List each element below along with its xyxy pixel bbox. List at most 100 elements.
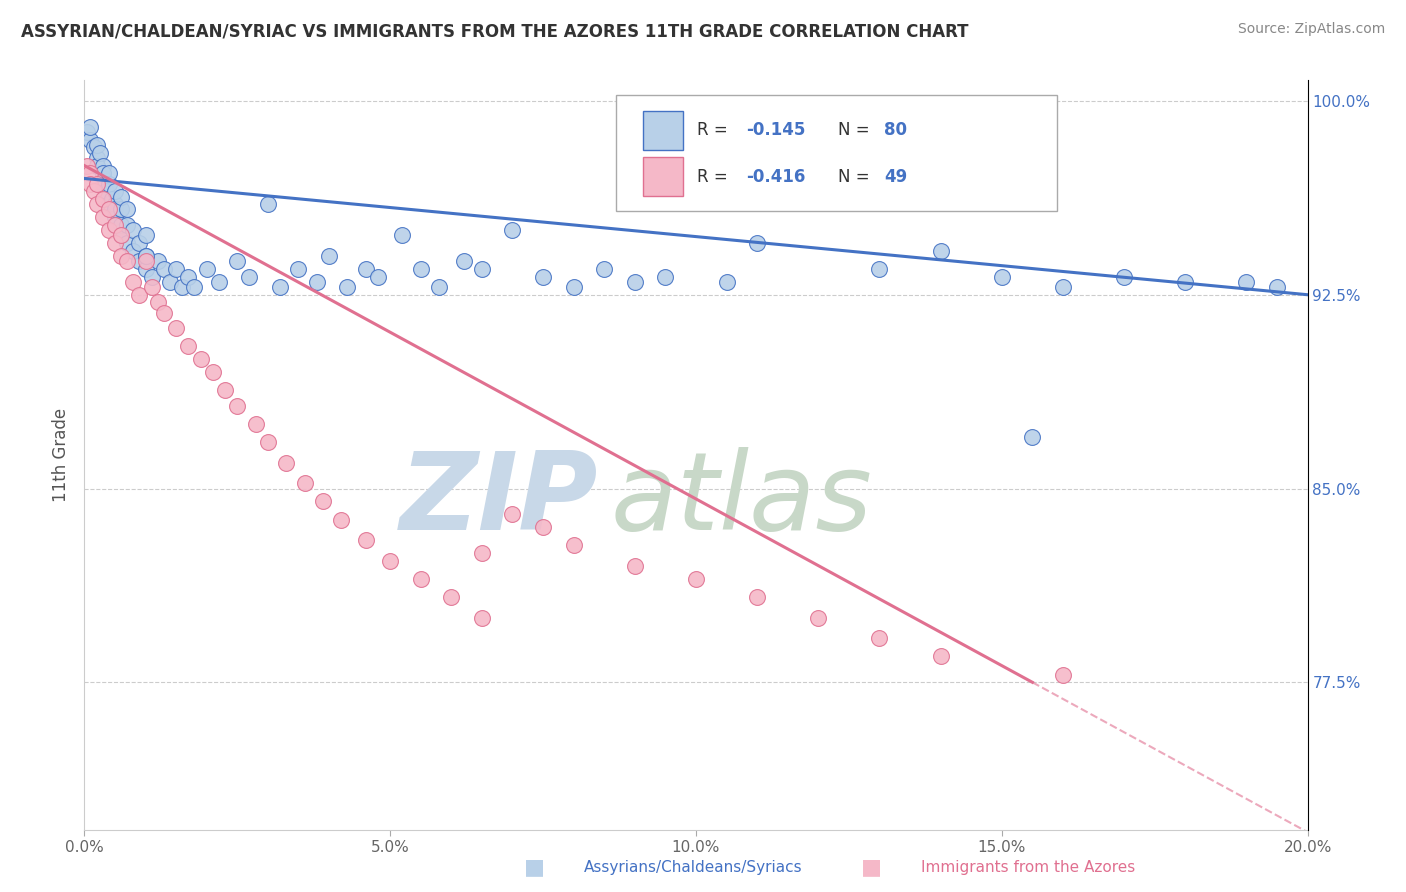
Point (294, 476, 316, 491)
Point (238, 269, 260, 284)
Point (380, 554, 402, 568)
Text: R =: R = (697, 168, 733, 186)
Point (135, 249, 157, 263)
Point (104, 185, 127, 199)
Point (409, 572, 432, 586)
Point (91, 211, 114, 225)
Point (86, 197, 108, 211)
Point (104, 218, 127, 232)
Point (104, 202, 127, 217)
Point (104, 197, 127, 211)
Point (367, 269, 389, 284)
Point (115, 218, 138, 232)
Point (177, 269, 200, 284)
Point (257, 197, 280, 211)
Point (354, 261, 377, 276)
Point (427, 280, 450, 294)
Point (502, 508, 524, 522)
Point (869, 632, 891, 646)
Point (110, 202, 132, 217)
Point (807, 610, 830, 624)
Point (153, 306, 176, 320)
Point (807, 192, 830, 206)
Point (83, 185, 105, 199)
Point (869, 261, 891, 276)
Point (128, 287, 150, 301)
Point (257, 435, 280, 450)
Point (593, 261, 616, 276)
Point (531, 269, 554, 284)
Point (624, 275, 647, 289)
Point (354, 533, 377, 548)
Point (128, 254, 150, 268)
Point (183, 280, 205, 294)
Text: Assyrians/Chaldeans/Syriacs: Assyrians/Chaldeans/Syriacs (583, 860, 801, 874)
Point (1021, 430, 1043, 444)
Point (269, 280, 291, 294)
Point (97, 166, 120, 180)
Point (287, 261, 309, 276)
Point (226, 254, 249, 268)
Point (86, 177, 108, 191)
Text: Immigrants from the Azores: Immigrants from the Azores (921, 860, 1135, 874)
Point (177, 339, 200, 353)
Point (91, 159, 114, 173)
Point (471, 546, 494, 560)
Bar (644, 157, 682, 196)
Point (94, 185, 117, 199)
Point (101, 192, 124, 206)
Point (110, 218, 132, 232)
Point (97, 202, 120, 217)
Point (97, 223, 120, 237)
Point (409, 261, 432, 276)
Point (245, 417, 267, 431)
Text: -0.145: -0.145 (747, 121, 806, 139)
Text: ASSYRIAN/CHALDEAN/SYRIAC VS IMMIGRANTS FROM THE AZORES 11TH GRADE CORRELATION CH: ASSYRIAN/CHALDEAN/SYRIAC VS IMMIGRANTS F… (21, 22, 969, 40)
Point (79, 120, 101, 134)
Point (122, 223, 145, 237)
Point (115, 254, 138, 268)
Point (226, 399, 249, 413)
Point (330, 512, 353, 526)
Point (79, 133, 101, 147)
Point (165, 321, 187, 335)
Point (318, 249, 340, 263)
Point (747, 235, 769, 250)
Point (135, 261, 157, 276)
Point (305, 275, 328, 289)
Point (747, 590, 769, 604)
Point (122, 244, 145, 258)
Point (391, 228, 413, 243)
Point (122, 275, 145, 289)
Point (91, 171, 114, 186)
FancyBboxPatch shape (616, 95, 1057, 211)
Point (685, 572, 707, 586)
Point (562, 280, 585, 294)
Point (471, 610, 494, 624)
Text: N =: N = (838, 121, 875, 139)
Point (201, 365, 224, 379)
Text: R =: R = (697, 121, 733, 139)
Y-axis label: 11th Grade: 11th Grade (52, 408, 70, 502)
Point (312, 494, 335, 508)
Point (104, 235, 127, 250)
Point (135, 254, 157, 268)
Point (110, 249, 132, 263)
Point (276, 456, 298, 470)
Point (110, 228, 132, 243)
Text: 49: 49 (884, 168, 908, 186)
Text: N =: N = (838, 168, 875, 186)
Point (86, 137, 108, 152)
Point (141, 269, 163, 284)
Point (128, 235, 150, 250)
Point (86, 151, 108, 165)
Point (141, 280, 163, 294)
Text: ZIP: ZIP (399, 447, 598, 553)
Point (190, 352, 212, 367)
Point (440, 590, 463, 604)
Bar (644, 111, 682, 150)
Point (991, 269, 1014, 284)
Point (110, 228, 132, 243)
Point (91, 192, 114, 206)
Point (172, 280, 194, 294)
